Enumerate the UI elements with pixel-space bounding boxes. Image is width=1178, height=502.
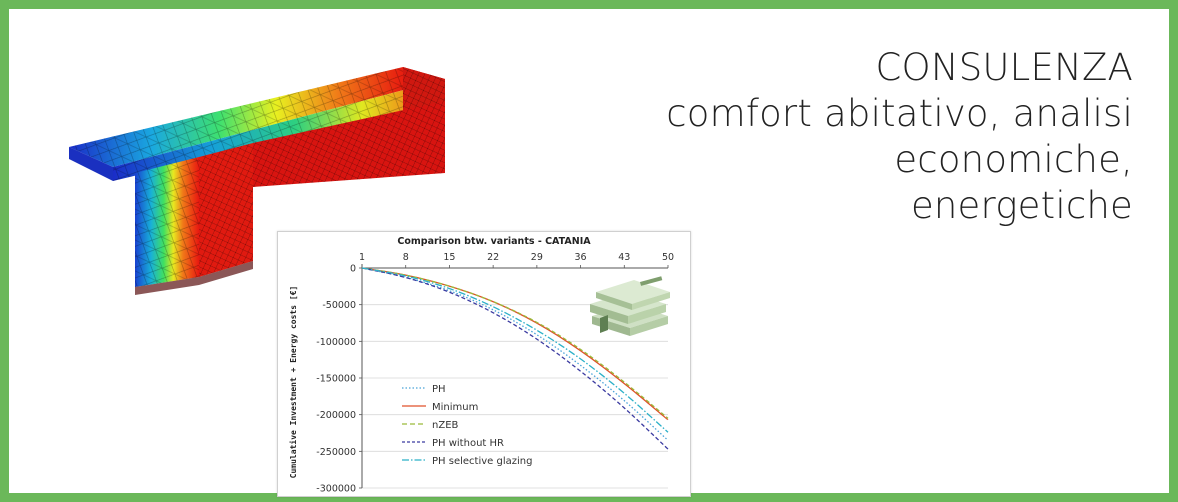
svg-text:PH without HR: PH without HR [432,438,504,449]
heading-line-1: CONSULENZA [875,46,1133,89]
x-tick-label: 22 [487,252,499,263]
svg-text:nZEB: nZEB [432,420,459,431]
heading: CONSULENZA comfort abitativo, analisi ec… [666,45,1133,229]
y-axis-label: Cumulative Investment + Energy costs [€] [288,286,298,479]
x-tick-label: 8 [403,252,409,263]
x-tick-label: 43 [618,252,630,263]
y-tick-label: -200000 [316,410,356,421]
legend-item-ph-without-hr: PH without HR [402,438,504,449]
series-line-ph-without-hr [361,267,669,450]
y-tick-label: -250000 [316,447,356,458]
legend-item-ph: PH [402,384,446,395]
euro-banknotes-icon [590,276,670,336]
x-tick-label: 29 [531,252,543,263]
legend-item-ph-selective-glazing: PH selective glazing [402,456,532,467]
y-tick-label: -50000 [322,300,356,311]
legend: PH Minimum nZEB PH without HR PH selecti… [402,384,532,467]
legend-item-nzeb: nZEB [402,420,459,431]
x-tick-label: 15 [443,252,455,263]
chart: Comparison btw. variants - CATANIA Cumul… [288,236,674,495]
axes [361,264,668,488]
chart-title: Comparison btw. variants - CATANIA [397,236,591,247]
x-tick-label: 50 [662,252,674,263]
x-tick-label: 1 [359,252,365,263]
legend-item-minimum: Minimum [402,402,478,413]
svg-text:Minimum: Minimum [432,402,478,413]
svg-text:PH: PH [432,384,446,395]
series-lines [361,267,669,450]
x-tick-label: 36 [575,252,587,263]
y-tick-label: -300000 [316,484,356,495]
y-ticks: 0 -50000 -100000 -150000 -200000 -250000 -3000… [316,264,362,495]
series-line-ph-selective-glazing [361,267,669,433]
heading-line-2: comfort abitativo, analisi [666,92,1133,135]
x-ticks: 1 8 15 22 29 36 43 50 [359,252,674,268]
heading-line-4: energetiche [910,184,1133,227]
chart-panel: Comparison btw. variants - CATANIA Cumul… [277,231,691,497]
thermal-bridge-image [69,67,445,295]
y-tick-label: -100000 [316,337,356,348]
y-tick-label: 0 [350,264,356,275]
svg-text:PH selective glazing: PH selective glazing [432,456,532,467]
y-tick-label: -150000 [316,374,356,385]
heading-line-3: economiche, [894,138,1133,181]
